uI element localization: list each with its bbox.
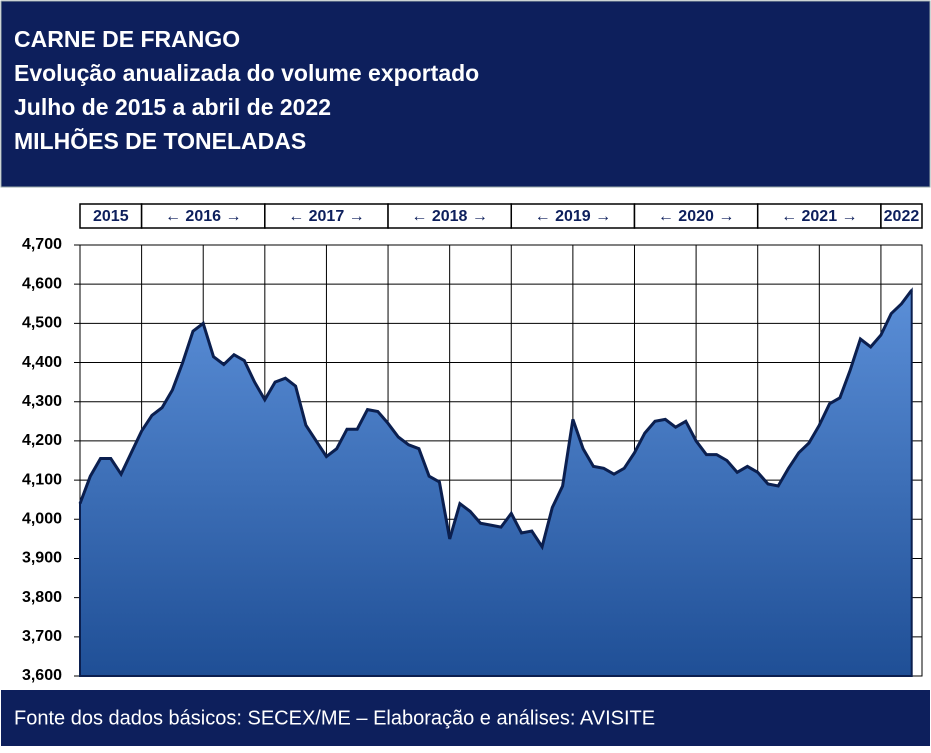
y-tick-label: 4,700	[22, 236, 62, 253]
y-tick-label: 4,300	[22, 393, 62, 410]
year-box	[387, 203, 513, 229]
year-label: 2015	[93, 208, 129, 225]
title-line: Evolução anualizada do volume exportado	[14, 60, 479, 86]
series-line	[78, 289, 913, 551]
year-box	[79, 203, 143, 229]
title-line: MILHÕES DE TONELADAS	[14, 127, 306, 154]
year-label: ← 2018 →	[411, 208, 487, 225]
year-box	[633, 203, 759, 229]
title-line: CARNE DE FRANGO	[14, 26, 240, 52]
footer-band	[1, 690, 930, 746]
y-tick-label: 3,800	[22, 589, 62, 606]
y-tick-label: 4,000	[22, 510, 62, 527]
y-tick-label: 3,600	[22, 667, 62, 684]
y-tick-label: 4,600	[22, 275, 62, 292]
header-band	[0, 0, 931, 188]
y-tick-label: 3,900	[22, 550, 62, 567]
y-tick-label: 4,400	[22, 354, 62, 371]
year-label: ← 2021 →	[781, 208, 857, 225]
year-label: ← 2020 →	[658, 208, 734, 225]
y-tick-label: 3,700	[22, 628, 62, 645]
source: Fonte dos dados básicos: SECEX/ME – Elab…	[14, 707, 655, 729]
year-label: ← 2016 →	[165, 208, 241, 225]
year-label: 2022	[884, 208, 920, 225]
year-label: ← 2017 →	[288, 208, 364, 225]
y-tick-label: 4,200	[22, 432, 62, 449]
year-box	[880, 203, 923, 229]
y-tick-label: 4,100	[22, 471, 62, 488]
year-box	[510, 203, 636, 229]
title-line: Julho de 2015 a abril de 2022	[14, 94, 331, 120]
y-tick-label: 4,500	[22, 315, 62, 332]
year-label: ← 2019 →	[535, 208, 611, 225]
